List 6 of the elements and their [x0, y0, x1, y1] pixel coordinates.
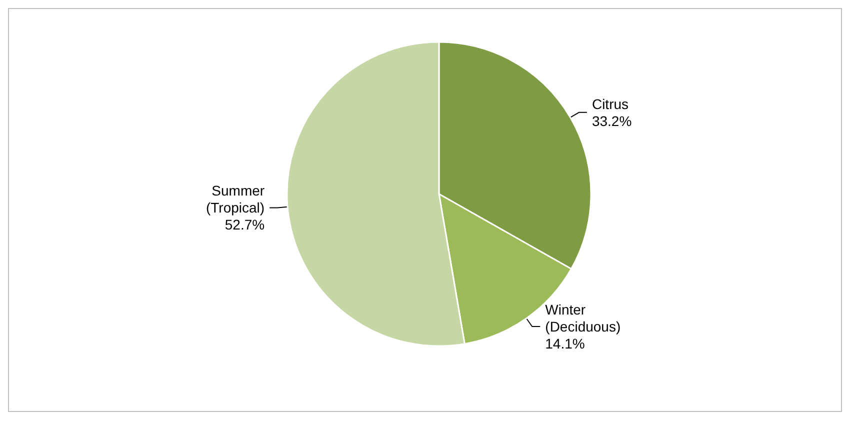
slice-label: Winter (Deciduous): [545, 302, 621, 335]
slice-label: Citrus: [592, 96, 629, 112]
data-label: 33.2%: [592, 112, 632, 129]
slice-label: Summer (Tropical): [206, 182, 265, 216]
data-label: 52.7%: [224, 216, 265, 233]
data-label: 14.1%: [545, 336, 585, 352]
